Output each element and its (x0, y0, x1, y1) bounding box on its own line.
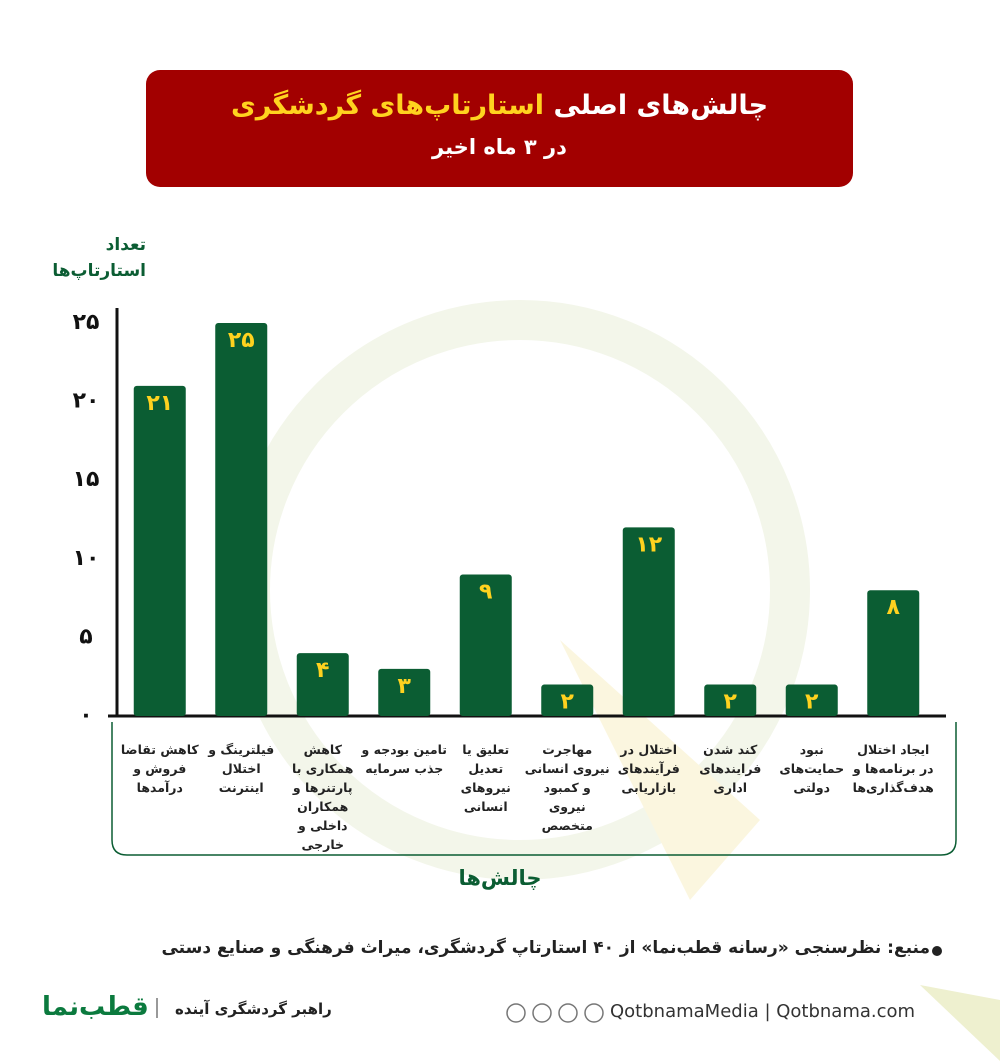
value-label: ۲۱ (146, 391, 173, 416)
subtitle: در ۳ ماه اخیر (432, 135, 567, 159)
bar (378, 668, 431, 716)
watermark-arrow (560, 640, 760, 900)
y-tick-label: ۵ (79, 624, 92, 649)
value-label: ۳ (398, 674, 412, 699)
x-tick-label: کند شدن فرایندهای اداری (699, 742, 762, 795)
corner-decoration (920, 985, 1000, 1061)
y-tick-label: ۲۵ (73, 310, 100, 335)
y-tick-label: ۲۰ (73, 389, 100, 414)
bullet (932, 946, 942, 956)
x-tick-label: تعلیق یا تعدیل نیروهای انسانی (460, 742, 511, 814)
bar (867, 590, 920, 716)
value-label: ۴ (316, 658, 329, 683)
bar (133, 385, 186, 716)
bar (541, 684, 594, 716)
y-tick-label: ۰ (79, 703, 92, 728)
y-axis-label-line: تعداد (105, 235, 146, 255)
bar (785, 684, 838, 716)
value-label: ۲ (724, 690, 738, 715)
value-label: ۸ (887, 595, 901, 620)
y-tick-label: ۱۵ (73, 467, 100, 492)
website: QotbnamaMedia | Qotbnama.com (610, 1001, 916, 1022)
value-label: ۹ (479, 580, 492, 605)
social-icons (506, 1003, 604, 1023)
bar (459, 574, 512, 716)
x-tick-label: اختلال در فرآیندهای بازاریابی (617, 742, 680, 795)
title: چالش‌های اصلی استارتاپ‌های گردشگری (146, 90, 853, 121)
y-axis-label-line: استارتاپ‌ها (52, 261, 146, 281)
y-axis-label: تعداد استارتاپ‌ها (20, 232, 146, 284)
x-tick-label: مهاجرت نیروی انسانی و کمبود نیروی متخصص (524, 742, 610, 833)
bar (296, 653, 349, 716)
separator (156, 998, 158, 1018)
logo: قطب‌نما (42, 992, 149, 1022)
title-box: چالش‌های اصلی استارتاپ‌های گردشگری در ۳ … (146, 70, 853, 187)
source: منبع: نظرسنجی «رسانه قطب‌نما» از ۴۰ استا… (161, 938, 930, 958)
bar (704, 684, 757, 716)
x-tick-label: کاهش تقاضا فروش و درآمدها (120, 742, 199, 795)
title-part: چالش‌های اصلی (553, 90, 769, 121)
bar (215, 323, 268, 716)
x-tick-label: نبود حمایت‌های دولتی (779, 742, 845, 795)
value-label: ۲ (805, 690, 819, 715)
value-label: ۲ (561, 690, 575, 715)
x-tick-label: تامین بودجه و جذب سرمایه (361, 742, 448, 776)
category-bracket (111, 722, 957, 856)
value-label: ۲۵ (228, 328, 255, 353)
x-tick-label: ایجاد اختلال در برنامه‌ها و هدف‌گذاری‌ها (852, 742, 934, 795)
slogan: راهبر گردشگری آینده (175, 1000, 332, 1018)
x-tick-label: فیلترینگ و اختلال اینترنت (208, 742, 275, 795)
x-axis-label: چالش‌ها (458, 866, 542, 890)
value-label: ۱۲ (635, 532, 662, 557)
y-tick-label: ۱۰ (73, 546, 100, 571)
bar (622, 527, 675, 716)
title-highlight: استارتاپ‌های گردشگری (230, 90, 545, 121)
x-tick-label: کاهش همکاری با پارتنرها و همکاران داخلی … (292, 742, 354, 852)
